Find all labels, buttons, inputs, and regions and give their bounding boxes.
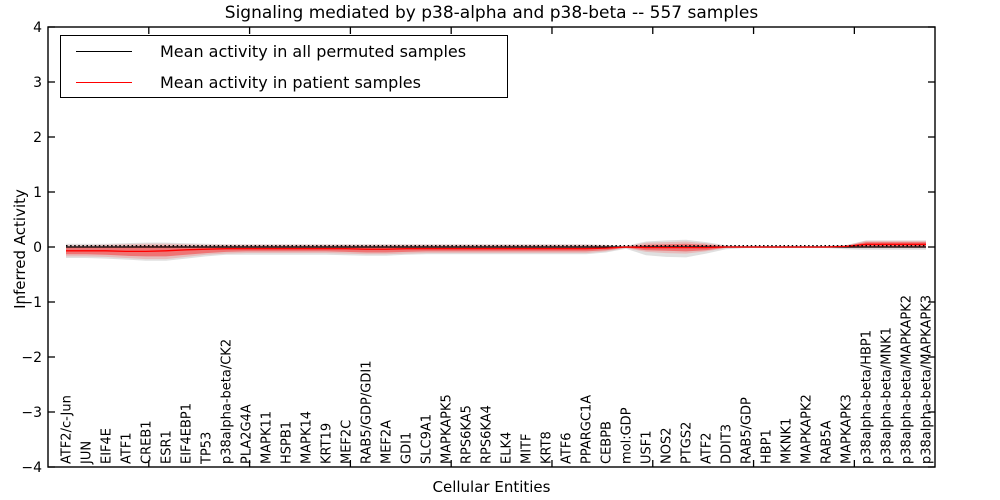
x-category-label: MAPK11 (260, 411, 275, 464)
x-category-label: ATF2/c-Jun (60, 395, 75, 464)
permuted-line-sample-icon (76, 51, 132, 52)
x-category-label: DDIT3 (720, 424, 735, 464)
x-category-label: RPS6KA4 (480, 405, 495, 464)
y-axis-label: Inferred Activity (11, 189, 29, 309)
x-category-label: CEBPB (600, 421, 615, 464)
x-category-label: HSPB1 (280, 421, 295, 464)
x-category-label: PTGS2 (680, 422, 695, 464)
legend-row-permuted: Mean activity in all permuted samples (61, 36, 507, 67)
x-category-label: MEF2A (380, 420, 395, 464)
patient-line-sample-icon (76, 82, 132, 83)
legend-row-patient: Mean activity in patient samples (61, 67, 507, 98)
chart-title: Signaling mediated by p38-alpha and p38-… (224, 3, 759, 23)
x-category-label: ELK4 (500, 432, 515, 464)
x-category-label: TP53 (200, 432, 215, 465)
x-category-label: RAB5/GDP/GDI1 (360, 361, 375, 464)
x-category-label: MAPKAPK3 (840, 394, 855, 464)
x-category-label: USF1 (640, 430, 655, 464)
x-category-label: MEF2C (340, 420, 355, 464)
x-category-label: GDI1 (400, 432, 415, 464)
x-category-label: HBP1 (760, 429, 775, 464)
legend: Mean activity in all permuted samples Me… (60, 35, 508, 98)
x-category-label: PPARGC1A (580, 395, 595, 464)
legend-label-patient: Mean activity in patient samples (160, 73, 421, 92)
x-category-label: EIF4EBP1 (180, 403, 195, 464)
y-tick-label: −2 (21, 350, 42, 366)
y-tick-label: 1 (33, 185, 42, 201)
x-category-label: p38alpha-beta/MNK1 (880, 327, 895, 464)
x-category-label: PLA2G4A (240, 404, 255, 464)
y-tick-label: 4 (33, 20, 42, 36)
x-category-label: KRT8 (540, 431, 555, 464)
x-category-label: ESR1 (160, 430, 175, 464)
x-category-label: MAPKAPK5 (440, 394, 455, 464)
y-tick-label: 2 (33, 130, 42, 146)
x-category-label: p38alpha-beta/MAPKAPK2 (900, 295, 915, 464)
y-tick-label: −1 (21, 295, 42, 311)
y-tick-label: −4 (21, 460, 42, 476)
x-category-label: ATF1 (120, 432, 135, 464)
x-category-label: EIF4E (100, 428, 115, 464)
x-category-label: ATF2 (700, 432, 715, 464)
x-category-label: RAB5/GDP (740, 397, 755, 464)
x-category-label: RPS6KA5 (460, 405, 475, 464)
x-category-label: MAPK14 (300, 411, 315, 464)
x-category-label: CREB1 (140, 420, 155, 464)
x-axis-label: Cellular Entities (432, 478, 551, 496)
y-tick-label: −3 (21, 405, 42, 421)
y-tick-label: 3 (33, 75, 42, 91)
x-category-label: SLC9A1 (420, 414, 435, 464)
x-category-label: p38alpha-beta/MAPKAPK3 (920, 295, 935, 464)
x-category-label: ATF6 (560, 432, 575, 464)
x-category-label: p38alpha-beta/HBP1 (860, 330, 875, 464)
y-tick-label: 0 (33, 240, 42, 256)
legend-label-permuted: Mean activity in all permuted samples (160, 42, 467, 61)
x-category-label: KRT19 (320, 423, 335, 464)
x-category-label: MAPKAPK2 (800, 394, 815, 464)
x-category-label: RAB5A (820, 420, 835, 464)
patient-mean-line (66, 243, 926, 253)
x-category-label: p38alpha-beta/CK2 (220, 339, 235, 464)
x-category-label: MKNK1 (780, 418, 795, 464)
x-category-label: MITF (520, 434, 535, 464)
x-category-label: NOS2 (660, 428, 675, 464)
x-category-label: mol:GDP (620, 407, 635, 464)
x-category-label: JUN (80, 441, 95, 465)
